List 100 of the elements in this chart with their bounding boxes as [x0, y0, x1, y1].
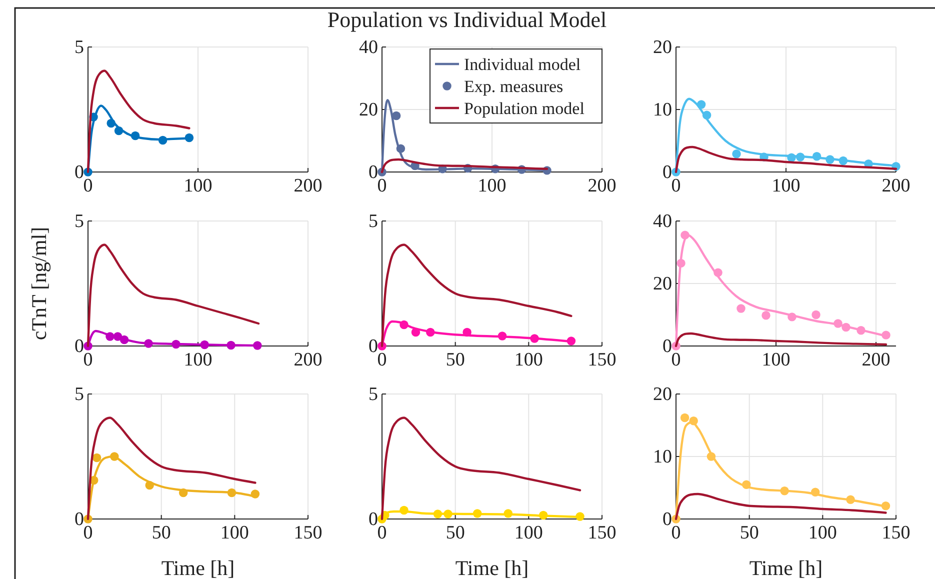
point: [762, 311, 770, 320]
point: [145, 480, 154, 490]
y-tick-label: 0: [662, 162, 672, 184]
point: [706, 452, 716, 461]
y-tick-label: 5: [368, 211, 378, 232]
point: [812, 310, 820, 320]
x-tick-label: 50: [152, 522, 171, 544]
chart-title: Population vs Individual Model: [327, 7, 607, 32]
point: [444, 510, 452, 518]
x-tick-label: 100: [762, 349, 790, 370]
point: [200, 340, 209, 350]
point: [812, 152, 822, 161]
point: [881, 502, 890, 510]
x-tick-label: 100: [514, 522, 543, 544]
x-tick-label: 200: [588, 175, 616, 196]
y-tick-label: 0: [74, 336, 84, 358]
point: [702, 110, 712, 120]
x-tick-label: 50: [446, 349, 465, 370]
x-tick-label: 100: [184, 175, 212, 196]
point: [788, 312, 796, 322]
point: [696, 100, 706, 109]
x-axis-title: Time [h]: [455, 556, 529, 579]
x-tick-label: 200: [294, 349, 322, 370]
y-tick-label: 40: [359, 37, 378, 58]
y-tick-label: 10: [653, 100, 672, 121]
x-tick-label: 100: [478, 175, 506, 196]
y-tick-label: 0: [662, 509, 672, 530]
y-tick-label: 10: [653, 446, 672, 468]
point: [796, 152, 805, 162]
y-tick-label: 0: [368, 509, 378, 530]
point: [472, 509, 482, 518]
point: [842, 322, 850, 332]
point: [732, 150, 741, 158]
x-tick-label: 200: [294, 175, 322, 196]
point: [253, 341, 262, 350]
point: [426, 328, 435, 337]
point: [226, 340, 236, 350]
point: [110, 452, 119, 461]
legend-label: Exp. measures: [464, 77, 564, 96]
y-tick-label: 5: [74, 37, 84, 58]
point: [114, 126, 124, 136]
point: [566, 336, 576, 346]
point: [462, 328, 472, 337]
y-tick-label: 0: [74, 162, 84, 184]
y-tick-label: 20: [359, 100, 378, 121]
x-tick-label: 200: [882, 175, 910, 196]
x-axis-title: Time [h]: [161, 556, 235, 579]
point: [714, 268, 722, 277]
point: [742, 480, 751, 489]
y-tick-label: 0: [74, 509, 84, 530]
point: [184, 133, 194, 142]
point: [106, 332, 114, 341]
point: [172, 340, 180, 349]
point: [130, 131, 140, 140]
point: [576, 512, 584, 521]
point: [826, 155, 834, 164]
y-tick-label: 0: [368, 162, 378, 184]
point: [846, 495, 855, 504]
point: [411, 328, 420, 337]
y-tick-label: 5: [74, 211, 84, 232]
x-axis-title: Time [h]: [749, 556, 823, 579]
point: [736, 304, 746, 313]
point: [838, 156, 848, 166]
point: [178, 488, 188, 498]
point: [676, 258, 686, 268]
point: [92, 453, 102, 462]
x-tick-label: 150: [588, 349, 616, 370]
x-tick-label: 150: [294, 522, 322, 544]
y-tick-label: 5: [368, 384, 378, 406]
point: [120, 335, 129, 344]
y-tick-label: 40: [653, 211, 672, 232]
point: [787, 153, 796, 162]
legend-label: Population model: [464, 99, 585, 118]
point: [392, 111, 401, 120]
point: [498, 332, 507, 340]
point: [689, 416, 698, 426]
x-tick-label: 100: [808, 522, 837, 544]
y-tick-label: 20: [653, 274, 672, 295]
point: [113, 332, 122, 341]
point: [538, 510, 548, 520]
y-tick-label: 20: [653, 384, 672, 406]
point: [250, 490, 260, 498]
x-tick-label: 150: [588, 522, 616, 544]
point: [810, 488, 820, 496]
x-tick-label: 50: [740, 522, 759, 544]
x-tick-label: 50: [446, 522, 465, 544]
point: [158, 136, 168, 145]
point: [400, 320, 408, 330]
x-tick-label: 100: [514, 349, 543, 370]
x-tick-label: 100: [772, 175, 800, 196]
x-tick-label: 150: [882, 522, 910, 544]
point: [400, 506, 408, 515]
y-tick-label: 20: [653, 37, 672, 58]
y-tick-label: 5: [74, 384, 84, 406]
point: [433, 510, 442, 518]
point: [834, 319, 842, 328]
point: [144, 339, 153, 348]
point: [504, 509, 513, 518]
point: [882, 330, 890, 340]
y-tick-label: 0: [368, 336, 378, 358]
